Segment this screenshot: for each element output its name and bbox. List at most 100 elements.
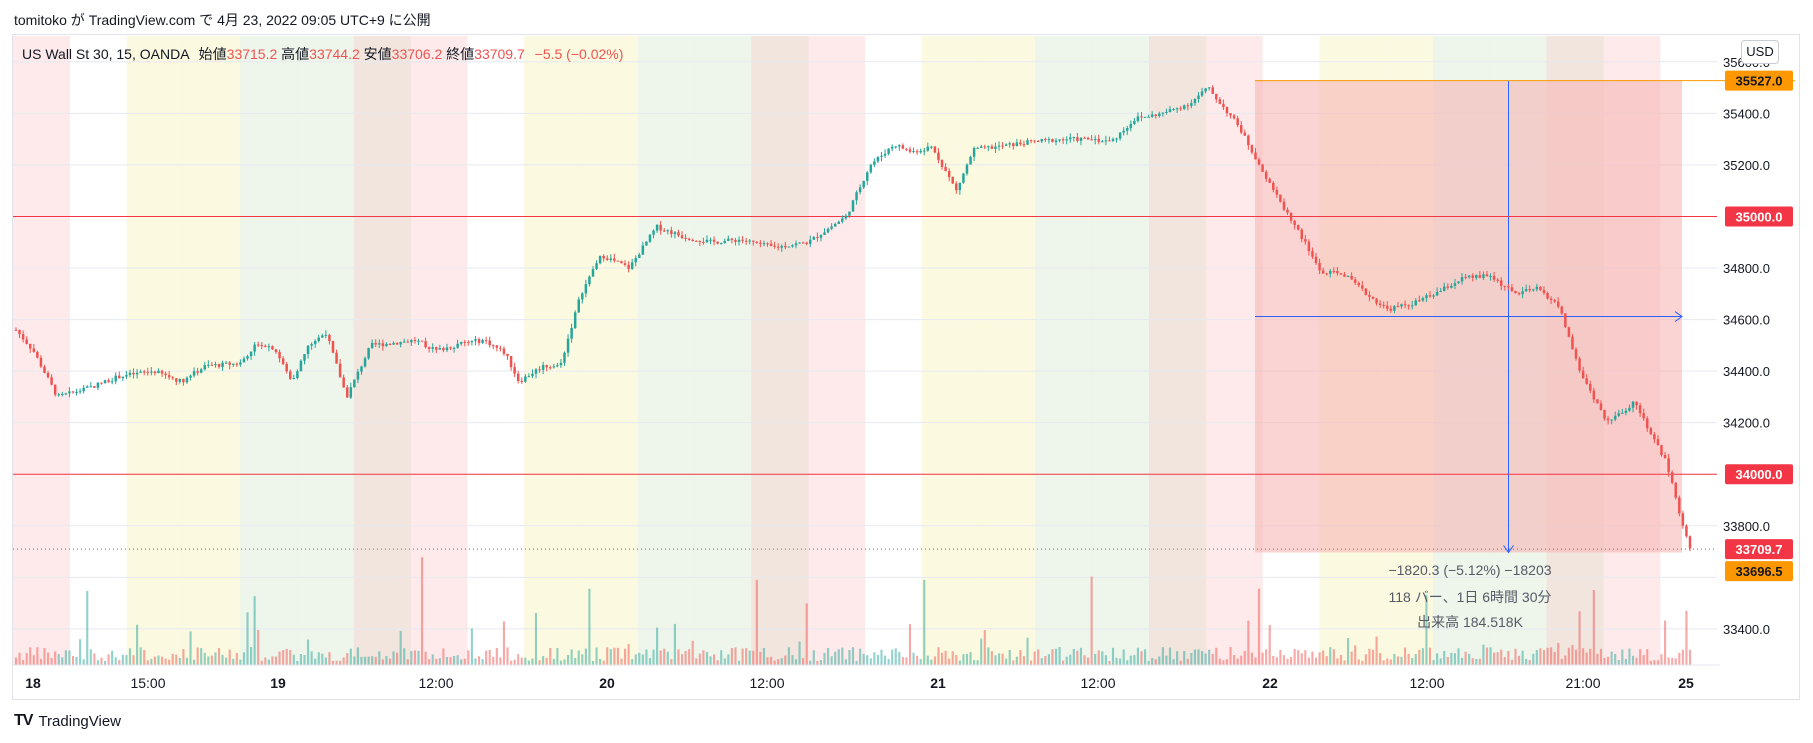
candle [1300, 228, 1304, 243]
candle-body [1072, 137, 1076, 139]
volume-bar [1582, 648, 1585, 665]
candle-body [559, 362, 563, 366]
volume-bar [1489, 647, 1492, 665]
x-tick-label: 12:00 [1409, 675, 1444, 691]
candle [709, 237, 712, 245]
volume-bar [1186, 658, 1189, 665]
footer-brand[interactable]: TradingView [38, 712, 121, 730]
candle [841, 215, 844, 224]
candle-body [1133, 120, 1136, 124]
volume-bar [1104, 655, 1107, 665]
candle [328, 333, 331, 345]
candle-body [1631, 401, 1635, 408]
volume-bar [549, 647, 552, 665]
volume-bar [442, 648, 445, 665]
chart-frame[interactable] [12, 34, 1800, 700]
volume-bar [1136, 647, 1140, 665]
tradingview-logo-icon[interactable]: TV [14, 712, 33, 729]
candle-body [947, 171, 951, 178]
candle-body [1514, 290, 1517, 294]
candle-body [766, 243, 769, 245]
candle [698, 240, 702, 247]
candle-body [809, 239, 812, 244]
volume-bar [1307, 657, 1310, 665]
candle [705, 235, 709, 244]
candle-body [698, 241, 702, 243]
volume-bar [688, 649, 691, 665]
price-tag-box [1725, 539, 1793, 560]
candle [1083, 136, 1086, 139]
candle [684, 234, 687, 242]
legend-symbol[interactable]: US Wall St 30, 15, OANDA [22, 46, 189, 62]
candle-body [862, 180, 865, 188]
candle-body [638, 254, 641, 258]
candle [1674, 482, 1677, 500]
candle-body [100, 382, 103, 384]
candle-body [1471, 275, 1474, 278]
candle [1567, 326, 1571, 338]
volume-bar [787, 647, 790, 665]
volume-bar [969, 652, 972, 665]
candle-body [1036, 140, 1040, 142]
candle-body [1001, 145, 1004, 147]
candle-body [755, 241, 759, 243]
currency-button[interactable]: USD [1741, 40, 1779, 64]
candle [987, 145, 990, 152]
volume-bar [232, 658, 235, 665]
candle-body [1022, 144, 1026, 146]
candle-body [242, 358, 246, 363]
volume-bar [1635, 657, 1638, 665]
footer: TV TradingView [14, 712, 121, 730]
volume-bar [1304, 650, 1307, 665]
candle-body [256, 344, 260, 346]
session-band [751, 36, 809, 665]
volume-bar [36, 647, 39, 665]
candle [1289, 212, 1293, 224]
volume-bar [745, 648, 748, 665]
candle [1179, 106, 1182, 111]
candle [296, 369, 299, 380]
x-tick-label: 12:00 [1080, 675, 1115, 691]
volume-bar [1233, 655, 1236, 665]
candle-body [1539, 286, 1542, 290]
volume-bar [1097, 650, 1100, 665]
candle-body [1663, 454, 1667, 459]
candle [239, 359, 242, 367]
volume-bar [1496, 652, 1499, 665]
volume-bar [1525, 658, 1528, 665]
candle [442, 346, 445, 353]
volume-bar [128, 648, 132, 665]
volume-bar [859, 648, 862, 665]
candle-body [1300, 229, 1304, 240]
candle-body [1279, 194, 1282, 202]
candle [591, 266, 595, 277]
session-band [581, 36, 639, 665]
candle [232, 363, 235, 367]
candle-body [652, 230, 655, 235]
candle [648, 234, 652, 244]
volume-bar [1090, 576, 1093, 665]
candle-body [171, 377, 174, 379]
volume-bar [734, 647, 737, 665]
volume-bar [1290, 657, 1293, 665]
candle-body [727, 238, 730, 242]
volume-bar [1653, 660, 1656, 665]
candle-body [467, 341, 470, 343]
candle-body [577, 299, 580, 313]
volume-bar [1375, 636, 1378, 665]
candle-body [89, 386, 93, 388]
candle [1418, 295, 1421, 302]
candle-body [616, 260, 620, 262]
candle-body [545, 365, 548, 368]
candle [570, 323, 573, 343]
candle-body [182, 379, 185, 383]
candle [509, 355, 513, 371]
candle-body [1638, 405, 1642, 414]
volume-bar [798, 641, 801, 665]
volume-bar [595, 647, 598, 665]
candle [1040, 138, 1044, 144]
measure-stats-bars: 118 バー、1日 6時間 30分 [1388, 589, 1552, 605]
candle-body [1496, 279, 1499, 281]
candle-body [1442, 286, 1446, 291]
